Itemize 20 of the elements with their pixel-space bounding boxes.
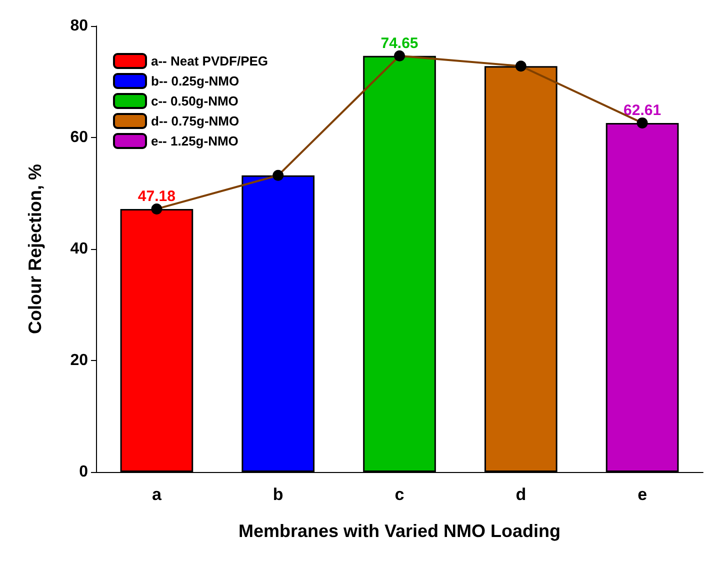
data-label: 47.18 (138, 188, 176, 205)
x-tick-label: c (394, 485, 404, 504)
y-tick-label: 0 (79, 464, 88, 480)
legend-label: c-- 0.50g-NMO (151, 94, 238, 108)
y-tick-label: 80 (70, 18, 88, 34)
x-tick-label: e (638, 485, 648, 504)
x-tick-label: b (272, 485, 284, 504)
x-tick-label: a (152, 485, 162, 504)
data-label: 74.65 (380, 34, 418, 52)
x-tick-label: d (516, 485, 526, 504)
x-axis-title: Membranes with Varied NMO Loading (238, 521, 561, 541)
data-label: 62.61 (624, 102, 662, 119)
y-tick-label: 60 (70, 129, 88, 146)
y-tick-label: 40 (70, 240, 88, 258)
y-tick-label: 20 (70, 352, 88, 369)
legend-label: e-- 1.25g-NMO (151, 134, 238, 148)
legend-label: b-- 0.25g-NMO (151, 74, 240, 88)
legend-label: a-- Neat PVDF/PEG (151, 54, 268, 68)
legend-label: d-- 0.75g-NMO (151, 114, 240, 128)
y-axis-title: Colour Rejection, % (25, 164, 45, 334)
